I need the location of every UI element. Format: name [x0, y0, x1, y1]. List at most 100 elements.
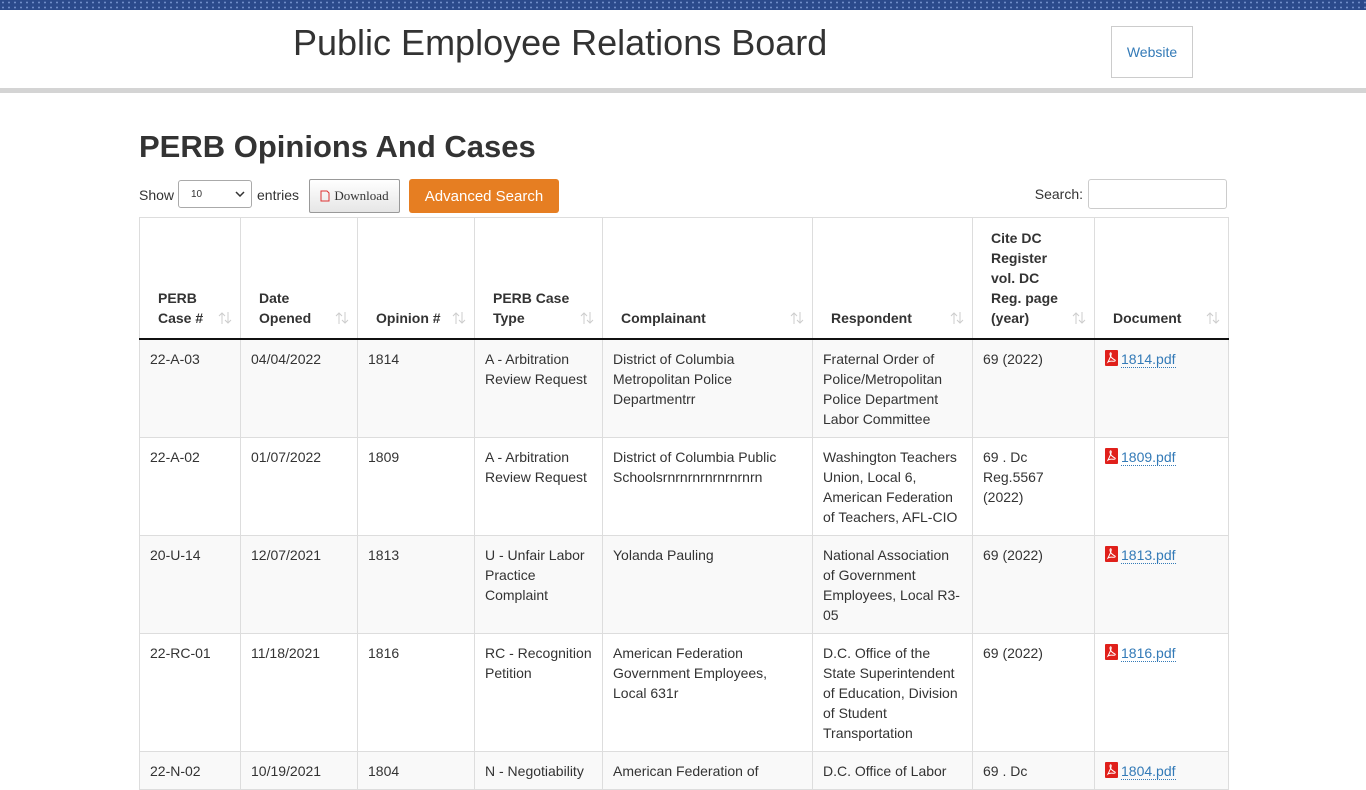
table-head: PERB Case # Date Opened Opinion # PERB Case…	[139, 217, 1229, 340]
table-cell: 10/19/2021	[240, 751, 358, 790]
select-arrow	[235, 191, 245, 197]
cell-text: 22-N-02	[150, 763, 201, 779]
page-size-value: 10	[191, 189, 203, 200]
table-controls: Show 10 entries Download Advanced Search…	[139, 179, 1228, 217]
table-cell: 20-U-14	[139, 535, 241, 634]
cell-text: 69 (2022)	[983, 645, 1043, 661]
table-cell: American Federation of	[602, 751, 813, 790]
table-cell: A - Arbitration Review Request	[474, 437, 603, 536]
table-cell: 22-RC-01	[139, 633, 241, 752]
column-header[interactable]: Respondent	[812, 217, 973, 340]
table-cell: 22-A-03	[139, 338, 241, 438]
cell-text: Washington Teachers Union, Local 6, Amer…	[823, 449, 958, 525]
cell-text: RC - Recognition Petition	[485, 645, 592, 681]
cell-text: 22-A-03	[150, 351, 200, 367]
cell-text: Yolanda Pauling	[613, 547, 714, 563]
table-cell: U - Unfair Labor Practice Complaint	[474, 535, 603, 634]
document-link[interactable]: 1804.pdf	[1121, 763, 1176, 780]
document-link[interactable]: 1809.pdf	[1121, 449, 1176, 466]
cell-text: N - Negotiability	[485, 763, 584, 779]
table-cell: District of Columbia Metropolitan Police…	[602, 338, 813, 438]
cases-table: PERB Case # Date Opened Opinion # PERB Case…	[139, 217, 1229, 790]
cell-text: District of Columbia Metropolitan Police…	[613, 351, 735, 407]
cell-text: D.C. Office of the State Superintendent …	[823, 645, 958, 741]
column-title: Cite DC Register vol. DC Reg. page (year…	[991, 230, 1058, 326]
cell-text: 69 (2022)	[983, 351, 1043, 367]
table-cell: RC - Recognition Petition	[474, 633, 603, 752]
table-cell: 69 . Dc	[972, 751, 1095, 790]
document-link[interactable]: 1813.pdf	[1121, 547, 1176, 564]
document-link[interactable]: 1814.pdf	[1121, 351, 1176, 368]
column-header[interactable]: Complainant	[602, 217, 813, 340]
entries-label: entries	[257, 187, 300, 203]
table-row: 22-RC-01 11/18/2021 1816 RC - Recognition P…	[139, 633, 1229, 752]
cell-text: National Association of Government Emplo…	[823, 547, 960, 623]
pdf-icon	[1105, 546, 1118, 562]
table-row: 22-A-02 01/07/2022 1809 A - Arbitration Rev…	[139, 437, 1229, 536]
cell-text: 1809	[368, 449, 400, 465]
cell-text: 22-A-02	[150, 449, 200, 465]
advanced-search-button[interactable]: Advanced Search	[409, 179, 559, 213]
column-title: PERB Case Type	[493, 290, 570, 326]
table-cell: 1804	[357, 751, 475, 790]
cell-text: 22-RC-01	[150, 645, 211, 661]
site-header: Public Employee Relations Board Website	[0, 10, 1366, 93]
page-title: PERB Opinions And Cases	[139, 129, 536, 164]
column-header[interactable]: Opinion #	[357, 217, 475, 340]
cell-text: D.C. Office of Labor	[823, 763, 947, 779]
cell-text: 1804	[368, 763, 400, 779]
cell-text: 04/04/2022	[251, 351, 322, 367]
table-cell: 69 (2022)	[972, 535, 1095, 634]
table-cell: 1813.pdf	[1094, 535, 1229, 634]
table-cell: 1813	[357, 535, 475, 634]
download-button[interactable]: Download	[309, 179, 400, 213]
cell-text: American Federation Government Employees…	[613, 645, 768, 701]
column-header[interactable]: PERB Case #	[139, 217, 241, 340]
table-cell: N - Negotiability	[474, 751, 603, 790]
table-body: 22-A-03 04/04/2022 1814 A - Arbitration Rev…	[139, 338, 1229, 790]
cell-text: 1814	[368, 351, 400, 367]
search-input[interactable]	[1088, 179, 1227, 209]
sort-icon	[335, 312, 349, 324]
cell-text: 01/07/2022	[251, 449, 322, 465]
table-cell: District of Columbia Public Schoolsrnrnr…	[602, 437, 813, 536]
table-cell: 1809	[357, 437, 475, 536]
table-cell: 01/07/2022	[240, 437, 358, 536]
column-header[interactable]: Cite DC Register vol. DC Reg. page (year…	[972, 217, 1095, 340]
header-row: PERB Case # Date Opened Opinion # PERB Case…	[139, 217, 1229, 340]
sort-icon	[218, 312, 232, 324]
pdf-icon	[1105, 448, 1118, 464]
pdf-icon	[1105, 350, 1118, 366]
table-cell: 69 (2022)	[972, 633, 1095, 752]
column-title: Respondent	[831, 310, 912, 326]
cell-text: 1813	[368, 547, 400, 563]
table-cell: American Federation Government Employees…	[602, 633, 813, 752]
table-cell: D.C. Office of Labor	[812, 751, 973, 790]
document-link[interactable]: 1816.pdf	[1121, 645, 1176, 662]
table-row: 20-U-14 12/07/2021 1813 U - Unfair Labor Pr…	[139, 535, 1229, 634]
column-title: Document	[1113, 310, 1182, 326]
column-header[interactable]: Date Opened	[240, 217, 358, 340]
pdf-icon	[320, 190, 330, 202]
page-size-select[interactable]: 10	[178, 180, 252, 208]
table-cell: 1816.pdf	[1094, 633, 1229, 752]
column-title: PERB Case #	[158, 290, 204, 326]
table-row: 22-A-03 04/04/2022 1814 A - Arbitration Rev…	[139, 338, 1229, 438]
pdf-icon	[1105, 762, 1118, 778]
show-label: Show	[139, 187, 175, 203]
column-title: Complainant	[621, 310, 706, 326]
column-header[interactable]: Document	[1094, 217, 1229, 340]
table-cell: 1814.pdf	[1094, 338, 1229, 438]
column-header[interactable]: PERB Case Type	[474, 217, 603, 340]
table-cell: 04/04/2022	[240, 338, 358, 438]
table-cell: D.C. Office of the State Superintendent …	[812, 633, 973, 752]
cell-text: 1816	[368, 645, 400, 661]
table-cell: 69 . Dc Reg.5567 (2022)	[972, 437, 1095, 536]
cell-text: 10/19/2021	[251, 763, 322, 779]
table-cell: Washington Teachers Union, Local 6, Amer…	[812, 437, 973, 536]
website-button[interactable]: Website	[1111, 26, 1193, 78]
table-cell: 1814	[357, 338, 475, 438]
table-cell: A - Arbitration Review Request	[474, 338, 603, 438]
